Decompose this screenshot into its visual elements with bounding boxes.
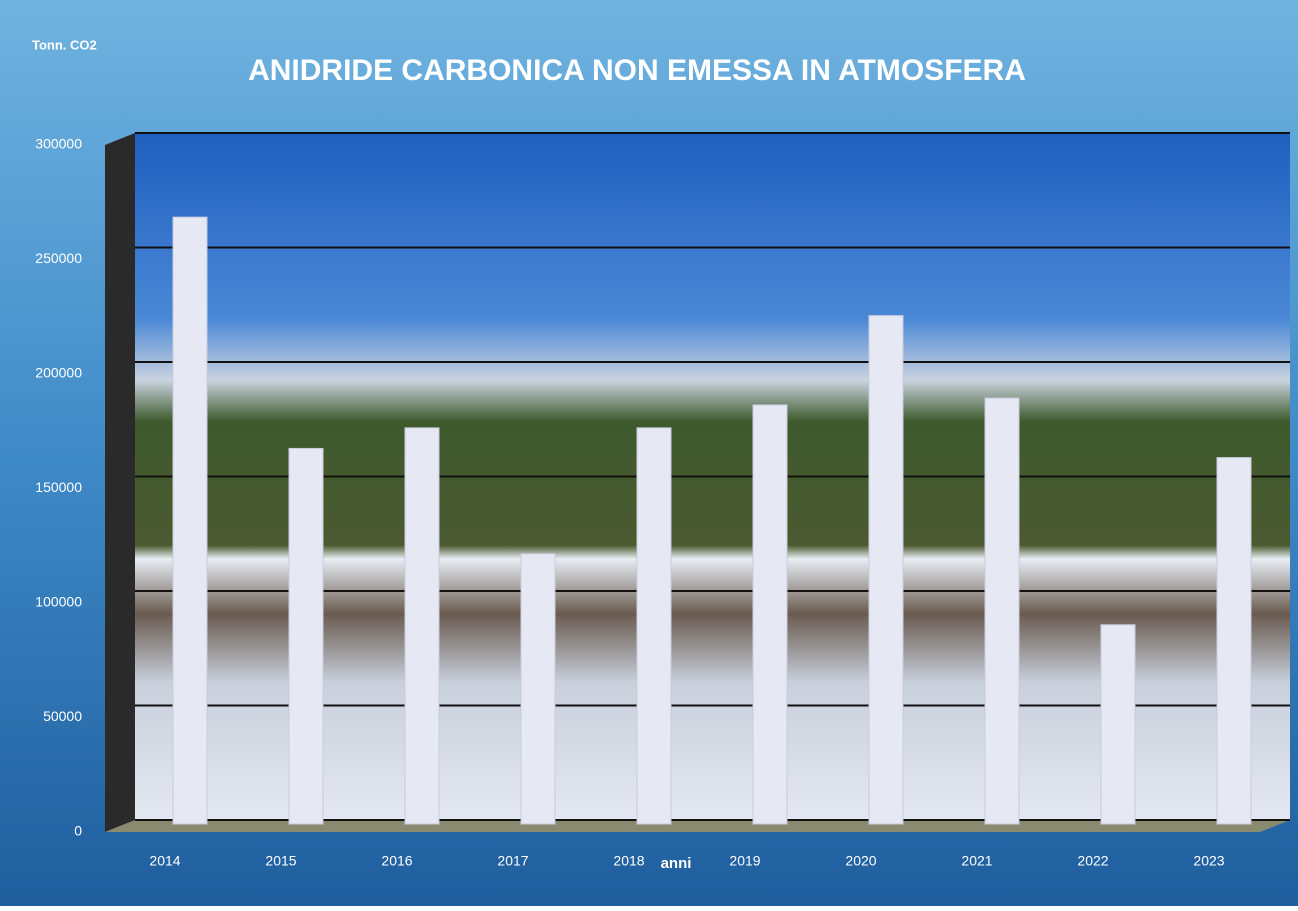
bar: [985, 398, 1019, 824]
x-tick-label: 2016: [381, 853, 412, 869]
y-tick-label: 0: [74, 823, 82, 839]
bar: [869, 316, 903, 824]
y-tick-label: 100000: [35, 594, 82, 610]
y-tick-label: 200000: [35, 365, 82, 381]
chart-title: ANIDRIDE CARBONICA NON EMESSA IN ATMOSFE…: [248, 54, 1026, 87]
chart: Tonn. CO2 ANIDRIDE CARBONICA NON EMESSA …: [0, 0, 1298, 906]
side-wall: [105, 133, 135, 832]
bar: [1217, 458, 1251, 824]
x-tick-label: 2019: [729, 853, 760, 869]
x-tick-label: 2020: [845, 853, 876, 869]
y-tick-label: 300000: [35, 136, 82, 152]
x-axis-label: anni: [661, 855, 692, 872]
bar: [405, 428, 439, 824]
x-tick-label: 2015: [265, 853, 296, 869]
bar: [173, 217, 207, 824]
bar: [289, 448, 323, 824]
y-tick-label: 50000: [43, 708, 82, 724]
x-tick-label: 2021: [961, 853, 992, 869]
x-tick-label: 2014: [149, 853, 180, 869]
x-tick-label: 2017: [497, 853, 528, 869]
x-tick-label: 2018: [613, 853, 644, 869]
bar: [521, 554, 555, 824]
y-axis-label: Tonn. CO2: [32, 37, 97, 52]
x-tick-label: 2022: [1077, 853, 1108, 869]
bar: [637, 428, 671, 824]
bar: [1101, 625, 1135, 824]
y-tick-label: 150000: [35, 479, 82, 495]
x-tick-label: 2023: [1193, 853, 1224, 869]
bar: [753, 405, 787, 824]
y-tick-label: 250000: [35, 250, 82, 266]
